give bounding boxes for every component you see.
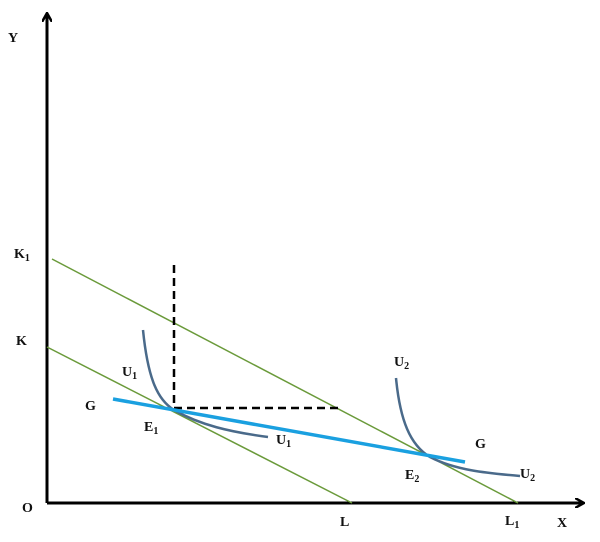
label-base: U [394,355,404,370]
budget-line [51,258,519,504]
axis-label: X [557,516,567,531]
indifference-curve [141,329,269,439]
budget-line [46,346,353,504]
label-sub: 1 [132,371,137,382]
label-base: U [276,433,286,448]
intercept-label: K [16,334,27,349]
label-sub: 2 [530,473,535,484]
label-base: E [144,420,153,435]
label-sub: 1 [286,439,291,450]
label-base: L [505,514,514,529]
origin-label: O [22,501,33,516]
expansion-path [112,397,466,464]
equilibrium-label: E2 [405,468,419,485]
label-sub: 2 [404,361,409,372]
label-base: U [122,365,132,380]
equilibrium-label: E1 [144,420,158,437]
label-sub: 1 [25,253,30,264]
intercept-label: L1 [505,514,519,531]
curve-label: U2 [394,355,409,372]
curve-label: U2 [520,467,535,484]
label-sub: 1 [153,426,158,437]
axis-label: Y [8,31,18,46]
label-sub: 1 [514,520,519,531]
expansion-label: G [475,437,486,452]
intercept-label: L [340,515,349,530]
label-base: U [520,467,530,482]
curve-label: U1 [276,433,291,450]
label-base: K [14,247,25,262]
expansion-label: G [85,399,96,414]
label-sub: 2 [414,474,419,485]
curve-label: U1 [122,365,137,382]
intercept-label: K1 [14,247,30,264]
label-base: E [405,468,414,483]
